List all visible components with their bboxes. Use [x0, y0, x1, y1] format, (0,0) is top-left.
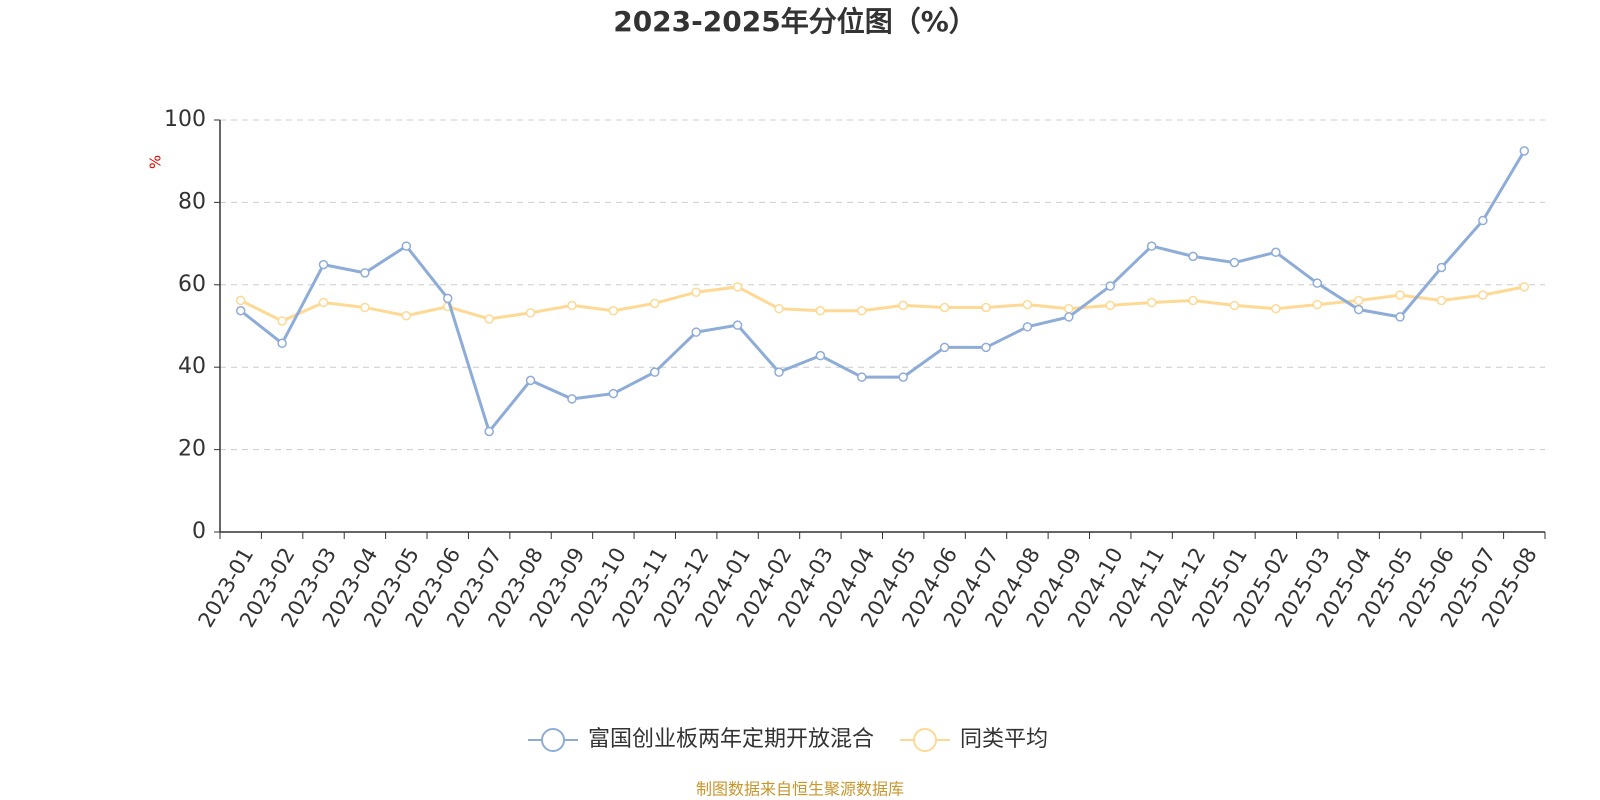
data-point — [318, 297, 329, 308]
data-point — [442, 293, 453, 304]
data-point — [277, 338, 287, 349]
legend-label: 同类平均 — [960, 727, 1048, 752]
data-point — [608, 388, 619, 399]
data-point — [981, 342, 991, 353]
data-point — [691, 287, 701, 297]
data-point — [1188, 295, 1198, 306]
data-point — [1312, 299, 1323, 310]
data-point — [1105, 300, 1115, 311]
data-point — [318, 259, 329, 270]
data-point — [732, 282, 743, 292]
y-tick-label: 60 — [178, 272, 206, 297]
data-point — [235, 306, 246, 316]
data-point — [277, 316, 287, 326]
data-point — [898, 300, 908, 311]
data-point — [360, 302, 370, 313]
source-note: 制图数据来自恒生聚源数据库 — [696, 780, 904, 799]
data-point — [1229, 300, 1240, 311]
data-point — [650, 367, 660, 377]
data-point — [857, 306, 867, 316]
data-point — [1436, 295, 1447, 306]
data-point — [608, 306, 619, 316]
y-tick-label: 40 — [178, 354, 206, 379]
data-point — [774, 367, 784, 377]
data-point — [1105, 281, 1115, 291]
data-point — [774, 303, 784, 314]
series-line — [239, 150, 1526, 435]
data-point — [1146, 297, 1157, 308]
data-point — [1271, 303, 1281, 314]
data-point — [1519, 282, 1530, 292]
data-point — [691, 327, 701, 337]
data-point — [484, 426, 494, 437]
data-point — [898, 372, 908, 382]
data-point — [1478, 215, 1488, 226]
y-axis-label: % — [147, 155, 165, 169]
y-tick-label: 80 — [178, 189, 206, 214]
legend-item: 富国创业板两年定期开放混合 — [528, 727, 874, 752]
data-point — [650, 298, 660, 309]
data-point — [567, 300, 577, 311]
data-point — [1478, 290, 1488, 300]
data-point — [815, 306, 826, 316]
chart-title: 2023-2025年分位图（%） — [613, 5, 977, 38]
data-point — [1353, 304, 1364, 315]
data-point — [732, 320, 743, 330]
data-point — [939, 342, 950, 353]
data-point — [1395, 290, 1405, 300]
data-point — [360, 268, 370, 278]
data-point — [525, 308, 536, 318]
y-tick-label: 100 — [164, 107, 206, 132]
legend-marker — [541, 728, 565, 752]
legend-marker — [913, 728, 938, 752]
data-point — [1146, 241, 1157, 251]
data-point — [401, 310, 412, 321]
data-point — [1188, 251, 1198, 262]
data-point — [939, 302, 950, 313]
series-line — [240, 285, 1525, 323]
data-point — [1519, 146, 1530, 156]
data-point — [1022, 299, 1033, 310]
data-point — [815, 350, 826, 361]
data-point — [1022, 322, 1033, 332]
legend-item: 同类平均 — [900, 727, 1048, 752]
data-point — [401, 241, 412, 251]
data-point — [1353, 295, 1364, 306]
y-tick-label: 0 — [192, 519, 206, 544]
data-point — [1064, 303, 1074, 314]
data-point — [235, 295, 246, 306]
data-point — [1064, 312, 1074, 322]
data-point — [1436, 262, 1447, 273]
data-point — [525, 375, 536, 386]
data-point — [1271, 247, 1281, 258]
data-point — [484, 314, 494, 324]
data-point — [857, 372, 867, 382]
data-point — [1395, 312, 1405, 322]
data-point — [567, 394, 577, 404]
y-tick-label: 20 — [178, 437, 206, 462]
data-point — [1312, 278, 1323, 288]
legend-label: 富国创业板两年定期开放混合 — [588, 727, 874, 752]
data-point — [981, 302, 991, 313]
data-point — [1229, 257, 1240, 268]
